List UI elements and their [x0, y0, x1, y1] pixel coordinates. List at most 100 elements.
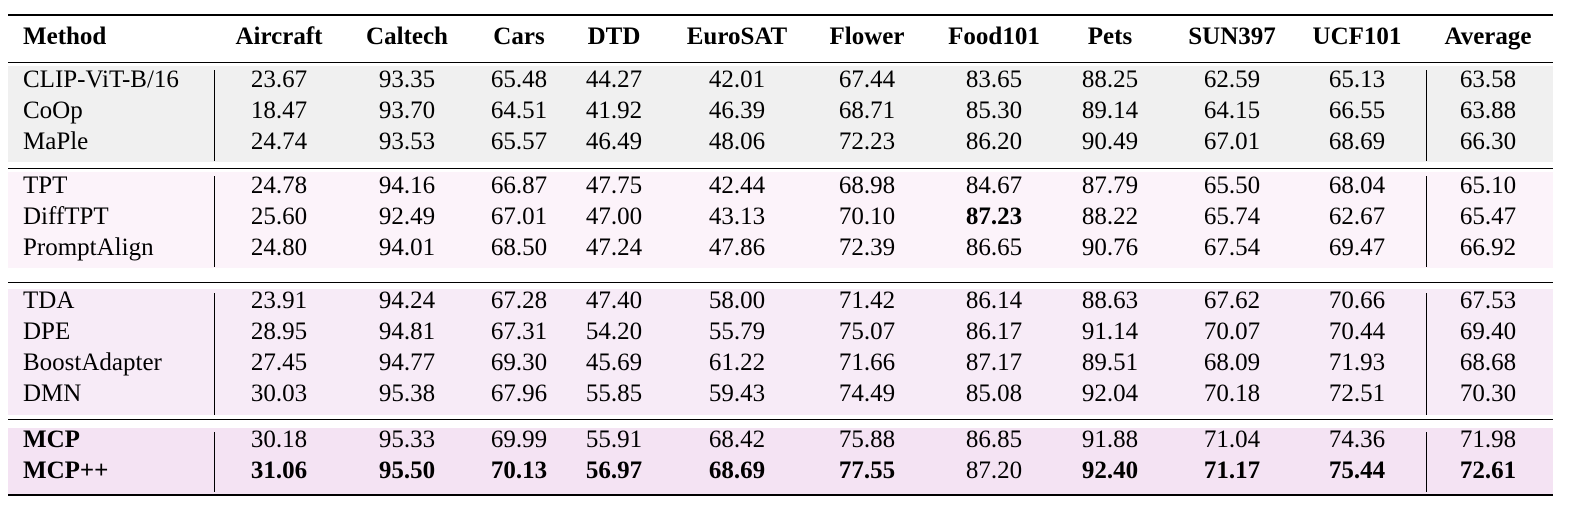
value-cell: 72.23 — [838, 128, 896, 155]
value-cell: 59.43 — [708, 380, 766, 407]
value-cell: 70.66 — [1328, 287, 1386, 314]
value-cell: 92.04 — [1081, 380, 1139, 407]
header-cell: EuroSAT — [686, 23, 788, 50]
table-rule — [8, 282, 1553, 284]
group-band — [8, 172, 1553, 268]
group-band — [8, 428, 1553, 494]
value-cell: 47.86 — [708, 234, 766, 261]
value-cell: 86.65 — [965, 234, 1023, 261]
value-cell: 55.91 — [585, 426, 643, 453]
value-cell: 67.62 — [1203, 287, 1261, 314]
value-cell: 74.36 — [1328, 426, 1386, 453]
value-cell: 68.98 — [838, 172, 896, 199]
value-cell: 65.48 — [490, 66, 548, 93]
value-cell: 71.98 — [1459, 426, 1517, 453]
value-cell: 65.50 — [1203, 172, 1261, 199]
header-cell: Average — [1444, 23, 1532, 50]
value-cell: 68.71 — [838, 97, 896, 124]
value-cell: 18.47 — [250, 97, 308, 124]
method-cell: TDA — [23, 287, 75, 314]
value-cell: 93.70 — [378, 97, 436, 124]
method-cell: CoOp — [23, 97, 83, 124]
value-cell: 95.33 — [378, 426, 436, 453]
value-cell: 72.51 — [1328, 380, 1386, 407]
header-cell: Cars — [493, 23, 545, 50]
value-cell: 92.40 — [1081, 457, 1139, 484]
value-cell: 70.30 — [1459, 380, 1517, 407]
value-cell: 92.49 — [378, 203, 436, 230]
value-cell: 90.76 — [1081, 234, 1139, 261]
method-cell: MaPle — [23, 128, 89, 155]
value-cell: 41.92 — [585, 97, 643, 124]
value-cell: 46.39 — [708, 97, 766, 124]
value-cell: 68.04 — [1328, 172, 1386, 199]
column-separator — [1426, 176, 1428, 267]
value-cell: 70.10 — [838, 203, 896, 230]
value-cell: 69.47 — [1328, 234, 1386, 261]
table-rule — [8, 419, 1553, 421]
value-cell: 31.06 — [250, 457, 308, 484]
header-cell: Method — [23, 23, 107, 50]
value-cell: 69.40 — [1459, 318, 1517, 345]
value-cell: 61.22 — [708, 349, 766, 376]
value-cell: 67.96 — [490, 380, 548, 407]
value-cell: 44.27 — [585, 66, 643, 93]
method-cell: MCP — [23, 426, 80, 453]
value-cell: 58.00 — [708, 287, 766, 314]
results-table: Method Aircraft Caltech Cars DTD EuroSAT Flowe… — [8, 14, 1553, 498]
value-cell: 48.06 — [708, 128, 766, 155]
method-cell: CLIP-ViT-B/16 — [23, 66, 179, 93]
value-cell: 64.15 — [1203, 97, 1261, 124]
value-cell: 94.16 — [378, 172, 436, 199]
value-cell: 24.74 — [250, 128, 308, 155]
header-cell: Aircraft — [235, 23, 323, 50]
value-cell: 93.35 — [378, 66, 436, 93]
column-separator — [214, 176, 216, 267]
value-cell: 95.38 — [378, 380, 436, 407]
column-separator — [214, 293, 216, 415]
value-cell: 47.00 — [585, 203, 643, 230]
value-cell: 86.85 — [965, 426, 1023, 453]
value-cell: 94.81 — [378, 318, 436, 345]
value-cell: 54.20 — [585, 318, 643, 345]
column-separator — [214, 432, 216, 492]
value-cell: 86.20 — [965, 128, 1023, 155]
value-cell: 67.28 — [490, 287, 548, 314]
value-cell: 68.50 — [490, 234, 548, 261]
value-cell: 91.88 — [1081, 426, 1139, 453]
value-cell: 66.55 — [1328, 97, 1386, 124]
value-cell: 68.68 — [1459, 349, 1517, 376]
table-rule — [8, 14, 1553, 17]
value-cell: 70.18 — [1203, 380, 1261, 407]
value-cell: 68.09 — [1203, 349, 1261, 376]
value-cell: 71.04 — [1203, 426, 1261, 453]
group-band — [8, 66, 1553, 162]
header-cell: Food101 — [948, 23, 1040, 50]
value-cell: 74.49 — [838, 380, 896, 407]
value-cell: 90.49 — [1081, 128, 1139, 155]
value-cell: 94.01 — [378, 234, 436, 261]
value-cell: 25.60 — [250, 203, 308, 230]
method-cell: BoostAdapter — [23, 349, 162, 376]
column-separator — [1426, 293, 1428, 415]
header-cell: SUN397 — [1188, 23, 1276, 50]
value-cell: 89.14 — [1081, 97, 1139, 124]
value-cell: 65.10 — [1459, 172, 1517, 199]
header-cell: Pets — [1087, 23, 1133, 50]
value-cell: 70.13 — [490, 457, 548, 484]
value-cell: 69.99 — [490, 426, 548, 453]
method-cell: PromptAlign — [23, 234, 154, 261]
value-cell: 24.80 — [250, 234, 308, 261]
value-cell: 87.79 — [1081, 172, 1139, 199]
value-cell: 63.88 — [1459, 97, 1517, 124]
value-cell: 71.93 — [1328, 349, 1386, 376]
value-cell: 68.42 — [708, 426, 766, 453]
column-separator — [1426, 70, 1428, 161]
table-rule — [8, 62, 1553, 64]
value-cell: 88.22 — [1081, 203, 1139, 230]
value-cell: 67.31 — [490, 318, 548, 345]
value-cell: 70.07 — [1203, 318, 1261, 345]
header-cell: UCF101 — [1312, 23, 1402, 50]
value-cell: 66.92 — [1459, 234, 1517, 261]
value-cell: 65.74 — [1203, 203, 1261, 230]
